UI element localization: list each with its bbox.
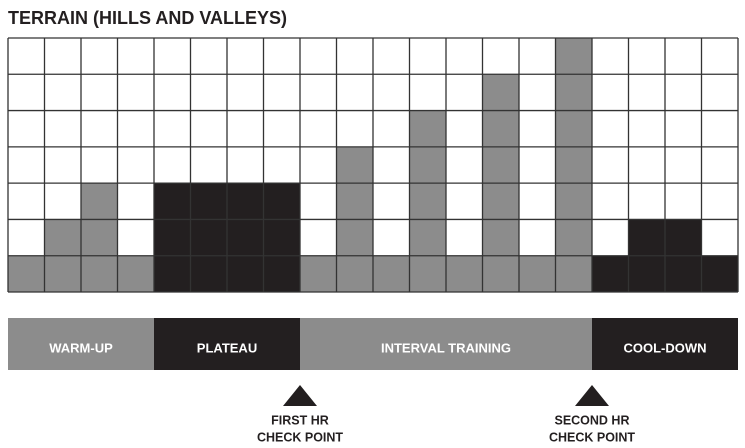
- bar: [555, 38, 592, 292]
- bar: [519, 255, 556, 292]
- phase-bar: [592, 318, 738, 370]
- bar: [300, 255, 337, 292]
- bar: [446, 255, 483, 292]
- phase-label: WARM-UP: [49, 340, 113, 355]
- bar: [701, 255, 738, 292]
- bar: [117, 255, 154, 292]
- bar: [190, 183, 227, 292]
- bar: [592, 255, 629, 292]
- bar: [154, 183, 191, 292]
- checkpoint-label: SECOND HR: [554, 413, 629, 427]
- bar: [81, 183, 118, 292]
- phase-label: INTERVAL TRAINING: [381, 340, 511, 355]
- checkpoint-marker: [283, 385, 317, 406]
- phase-bar: [8, 318, 154, 370]
- bar: [263, 183, 300, 292]
- bar: [227, 183, 264, 292]
- phase-label: COOL-DOWN: [623, 340, 706, 355]
- checkpoint-label: CHECK POINT: [549, 430, 635, 444]
- bar: [373, 255, 410, 292]
- bar: [409, 110, 446, 292]
- phase-bar: [154, 318, 300, 370]
- phase-bar: [300, 318, 592, 370]
- chart-title: TERRAIN (HILLS AND VALLEYS): [8, 8, 287, 28]
- checkpoint-label: FIRST HR: [271, 413, 329, 427]
- bar: [8, 255, 45, 292]
- checkpoint-marker: [575, 385, 609, 406]
- checkpoint-label: CHECK POINT: [257, 430, 343, 444]
- phase-label: PLATEAU: [197, 340, 257, 355]
